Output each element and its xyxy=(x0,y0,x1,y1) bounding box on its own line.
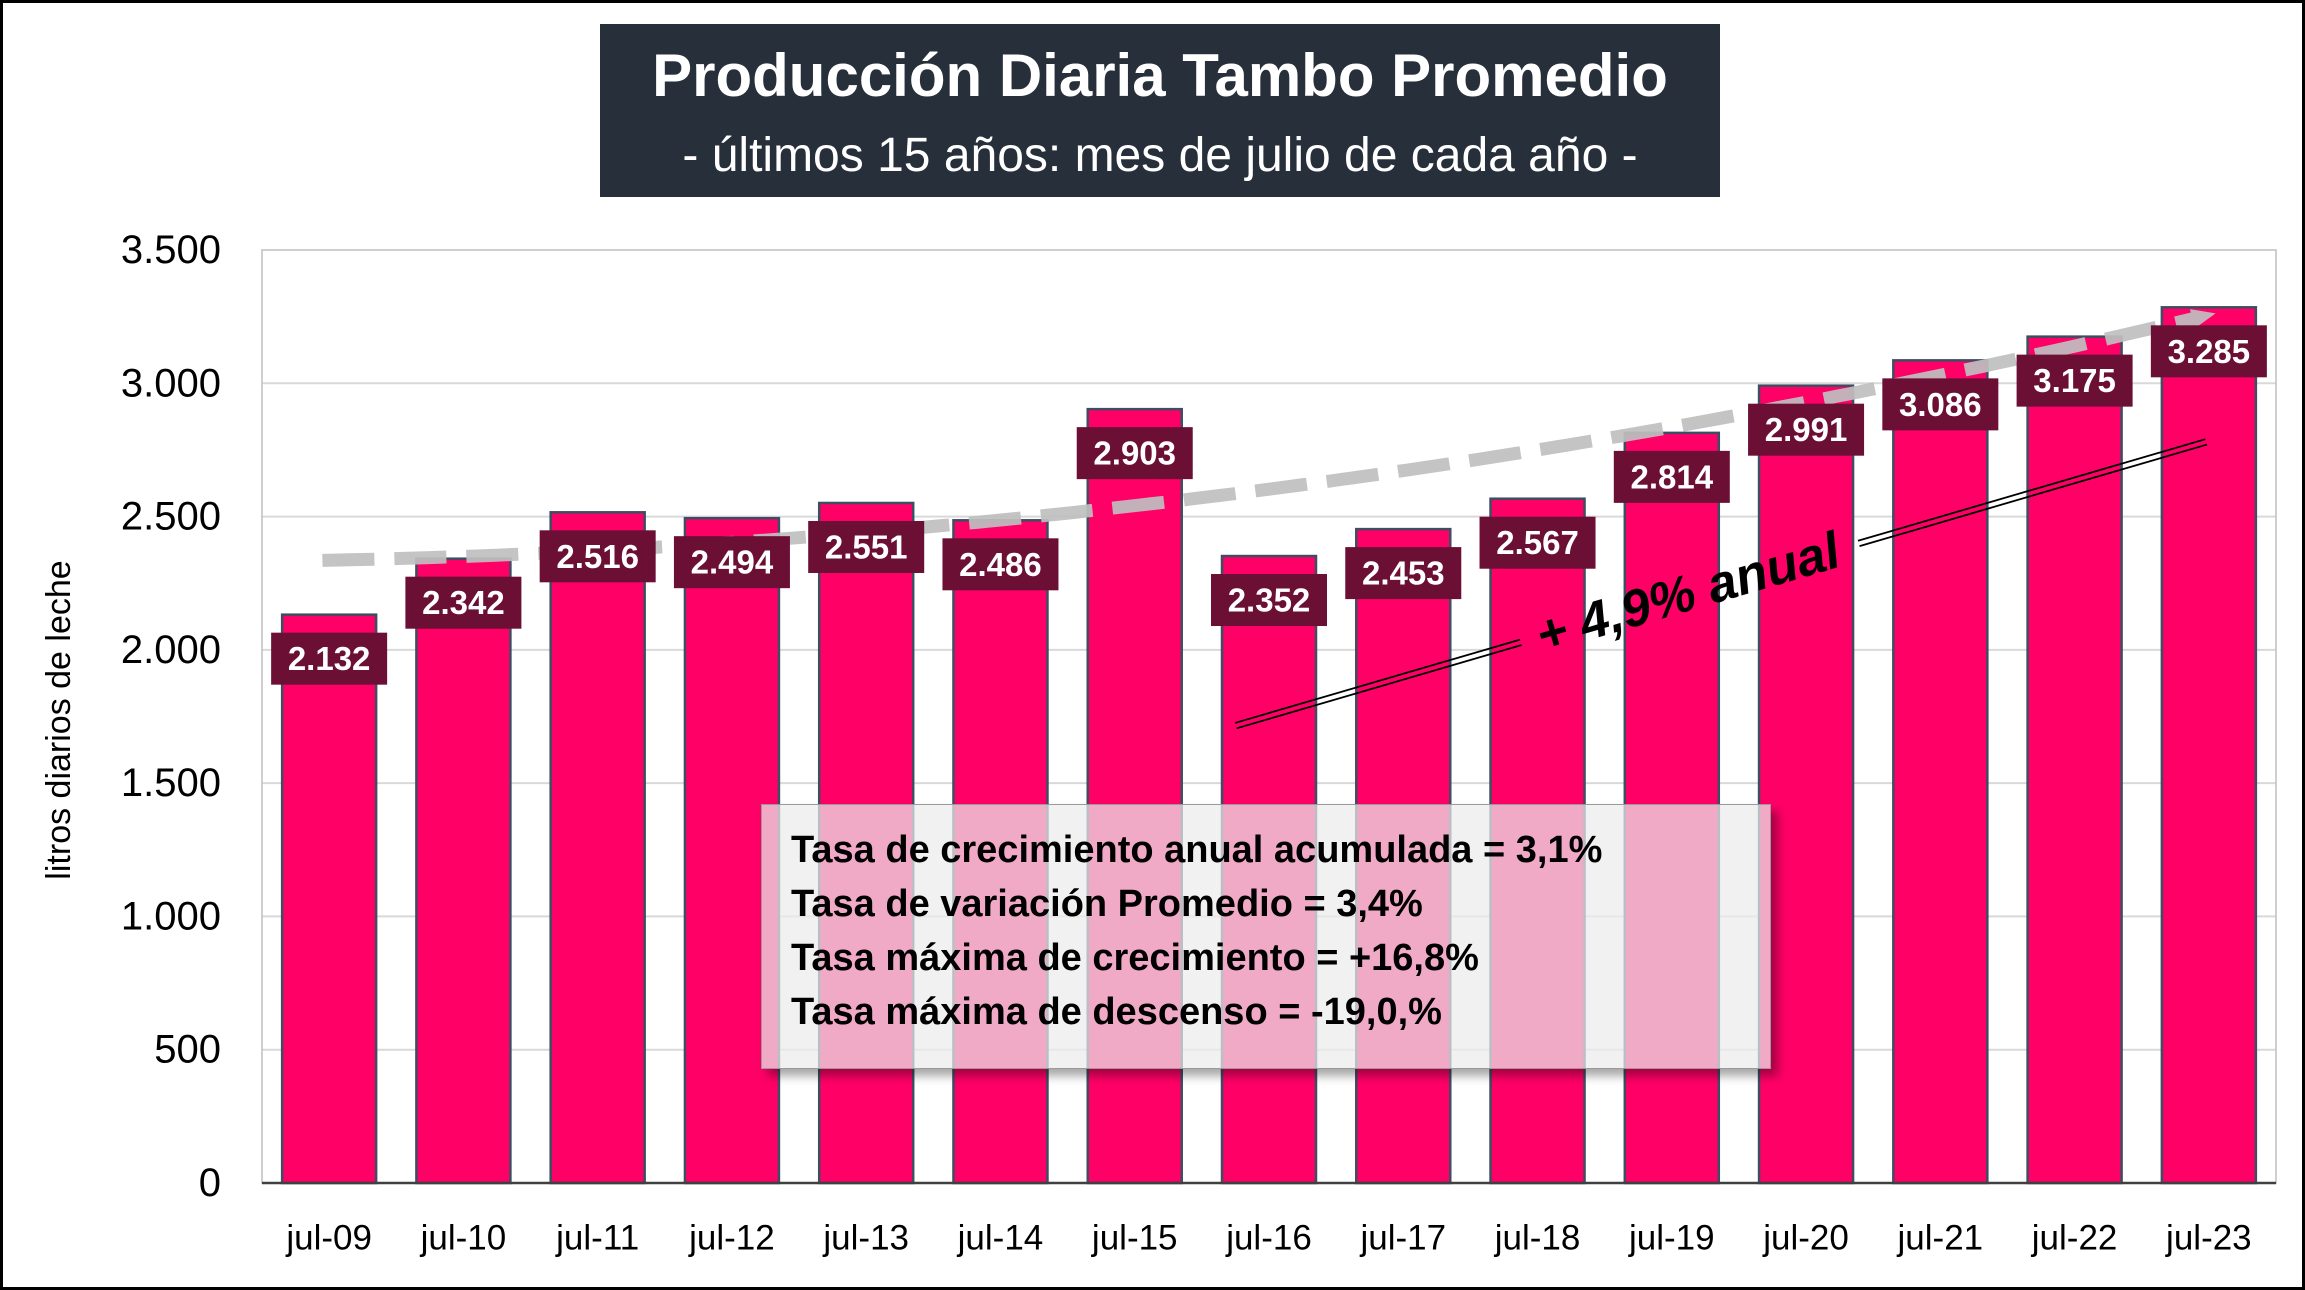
data-label-text: 2.567 xyxy=(1496,524,1579,561)
data-label-box xyxy=(539,530,656,583)
data-label-box xyxy=(1479,516,1596,569)
data-label-jul-20: 2.991 xyxy=(1748,403,1865,456)
data-label-box xyxy=(808,520,925,573)
bar-jul-20 xyxy=(1757,384,1855,1185)
double-line xyxy=(1236,644,1522,730)
data-label-text: 2.551 xyxy=(825,528,908,565)
x-tick-label: jul-18 xyxy=(1494,1219,1581,1258)
stats-line: Tasa máxima de crecimiento = +16,8% xyxy=(791,937,1479,979)
data-labels: 2.132 2.342 2.516 2.494 2.551 2.486 2.903 2.352… xyxy=(271,325,2267,685)
data-label-jul-23: 3.285 xyxy=(2150,325,2267,378)
x-tick-label: jul-16 xyxy=(1225,1219,1312,1258)
data-label-jul-22: 3.175 xyxy=(2016,354,2133,407)
data-label-text: 2.352 xyxy=(1228,582,1311,619)
y-axis-ticks: 0 500 1.000 1.500 2.000 2.500 3.000 3.500 xyxy=(121,228,221,1205)
data-label-box xyxy=(942,538,1059,591)
data-label-jul-09: 2.132 xyxy=(271,632,388,685)
data-label-box xyxy=(2016,354,2133,407)
stats-line: Tasa de variación Promedio = 3,4% xyxy=(791,883,1423,925)
chart-title: Producción Diaria Tambo Promedio xyxy=(652,42,1668,109)
data-label-text: 3.086 xyxy=(1899,386,1982,423)
data-label-box xyxy=(405,576,522,629)
x-tick-label: jul-10 xyxy=(420,1219,507,1258)
data-label-text: 3.175 xyxy=(2033,362,2116,399)
data-label-jul-16: 2.352 xyxy=(1211,574,1327,627)
title-box: Producción Diaria Tambo Promedio - últim… xyxy=(600,24,1720,197)
y-tick-label: 1.000 xyxy=(121,894,221,938)
bar-jul-11 xyxy=(549,511,646,1185)
data-label-box xyxy=(1613,450,1730,503)
data-label-box xyxy=(1345,547,1462,600)
data-label-text: 2.903 xyxy=(1093,435,1176,472)
x-tick-label: jul-09 xyxy=(285,1219,372,1258)
bar-jul-21 xyxy=(1892,359,1989,1185)
y-tick-label: 2.500 xyxy=(121,495,221,539)
x-tick-label: jul-13 xyxy=(822,1219,909,1258)
data-label-jul-21: 3.086 xyxy=(1882,378,1999,431)
x-tick-label: jul-21 xyxy=(1897,1219,1984,1258)
bar-jul-09 xyxy=(280,613,378,1185)
double-line xyxy=(1234,638,1521,724)
y-tick-label: 500 xyxy=(154,1028,221,1072)
x-tick-label: jul-11 xyxy=(555,1219,639,1258)
y-tick-label: 2.000 xyxy=(121,628,221,672)
data-label-jul-18: 2.567 xyxy=(1479,516,1596,569)
double-line xyxy=(1859,443,2208,548)
y-tick-label: 3.000 xyxy=(121,361,221,405)
data-label-text: 2.991 xyxy=(1765,411,1848,448)
x-tick-label: jul-17 xyxy=(1359,1219,1446,1258)
x-tick-label: jul-14 xyxy=(957,1219,1044,1258)
data-label-jul-13: 2.551 xyxy=(808,520,925,573)
x-tick-label: jul-23 xyxy=(2165,1219,2252,1258)
x-tick-label: jul-22 xyxy=(2031,1219,2118,1258)
double-line xyxy=(1857,438,2206,542)
chart-subtitle: - últimos 15 años: mes de julio de cada … xyxy=(682,129,1638,182)
data-label-text: 2.453 xyxy=(1362,555,1445,592)
data-label-jul-19: 2.814 xyxy=(1613,450,1730,503)
bar-jul-10 xyxy=(415,557,512,1185)
y-axis-title: litros diarios de leche xyxy=(40,560,78,879)
y-tick-label: 1.500 xyxy=(121,761,221,805)
x-tick-label: jul-12 xyxy=(688,1219,775,1258)
y-tick-label: 3.500 xyxy=(121,228,221,272)
x-axis-ticks: jul-09 jul-10 jul-11 jul-12 jul-13 jul-14 jul-… xyxy=(285,1219,2251,1258)
bar-jul-23 xyxy=(2160,306,2258,1185)
data-label-box xyxy=(271,632,388,685)
data-label-box xyxy=(673,536,790,589)
data-label-box xyxy=(1882,378,1999,431)
data-label-box xyxy=(1748,403,1865,456)
data-label-text: 2.494 xyxy=(691,544,774,581)
stats-line: Tasa máxima de descenso = -19,0,% xyxy=(791,991,1442,1033)
bar-jul-22 xyxy=(2026,335,2123,1185)
data-label-jul-12: 2.494 xyxy=(673,536,790,589)
data-label-jul-17: 2.453 xyxy=(1345,547,1462,600)
data-label-box xyxy=(1076,427,1193,480)
data-label-jul-10: 2.342 xyxy=(405,576,522,629)
stats-line: Tasa de crecimiento anual acumulada = 3,… xyxy=(791,829,1603,871)
data-label-jul-14: 2.486 xyxy=(942,538,1059,591)
data-label-text: 2.516 xyxy=(556,538,639,575)
stats-box: Tasa de crecimiento anual acumulada = 3,… xyxy=(761,804,1771,1069)
data-label-text: 3.285 xyxy=(2168,333,2251,370)
x-tick-label: jul-19 xyxy=(1628,1219,1715,1258)
data-label-box xyxy=(1211,574,1327,627)
x-tick-label: jul-15 xyxy=(1091,1219,1178,1258)
data-label-jul-11: 2.516 xyxy=(539,530,656,583)
x-tick-label: jul-20 xyxy=(1762,1219,1849,1258)
data-label-text: 2.814 xyxy=(1631,458,1714,495)
data-label-box xyxy=(2150,325,2267,378)
data-label-text: 2.132 xyxy=(288,640,371,677)
data-label-text: 2.486 xyxy=(959,546,1042,583)
data-label-text: 2.342 xyxy=(422,584,505,621)
data-label-jul-15: 2.903 xyxy=(1076,427,1193,480)
y-tick-label: 0 xyxy=(199,1161,221,1205)
